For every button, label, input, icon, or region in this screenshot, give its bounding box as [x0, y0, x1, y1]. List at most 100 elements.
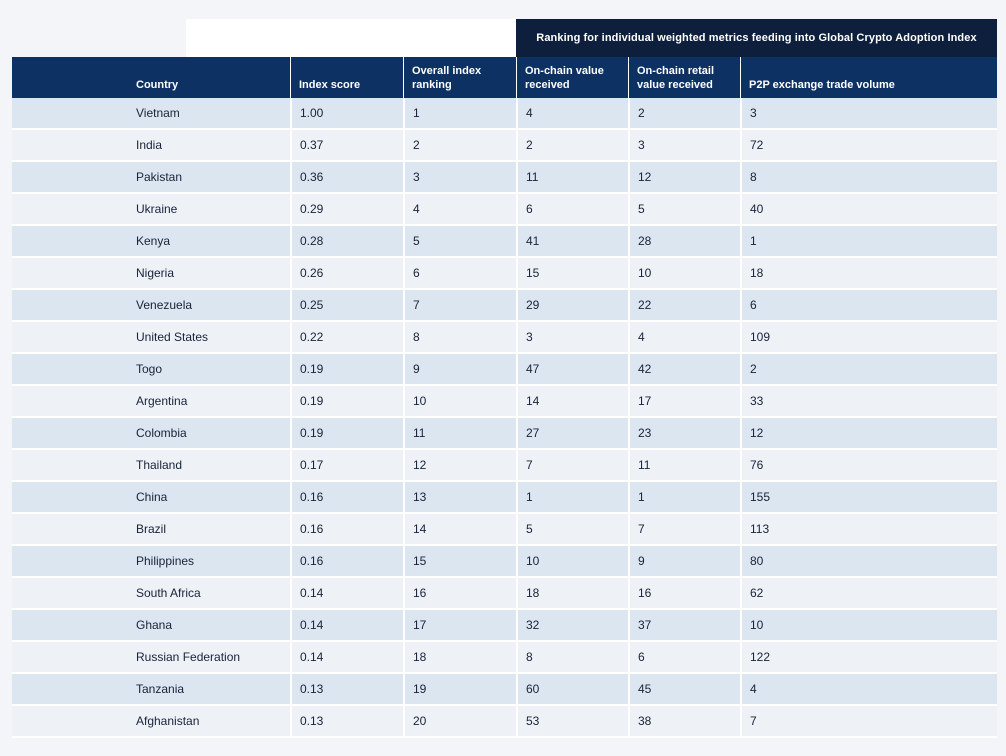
table-row: Thailand 0.17 12 7 11 76	[12, 450, 997, 482]
cell-overall-ranking: 8	[403, 322, 516, 354]
cell-index-score: 0.19	[290, 418, 403, 450]
cell-country: Philippines	[12, 546, 290, 578]
cell-country: Afghanistan	[12, 706, 290, 738]
cell-p2p-volume: 7	[740, 706, 997, 738]
cell-overall-ranking: 14	[403, 514, 516, 546]
cell-country: United States	[12, 322, 290, 354]
cell-index-score: 1.00	[290, 98, 403, 130]
cell-p2p-volume: 155	[740, 482, 997, 514]
cell-onchain-retail: 12	[628, 162, 740, 194]
cell-index-score: 0.28	[290, 226, 403, 258]
cell-onchain-value: 8	[516, 642, 628, 674]
table-row: Russian Federation 0.14 18 8 6 122	[12, 642, 997, 674]
cell-country: Ghana	[12, 610, 290, 642]
cell-index-score: 0.14	[290, 578, 403, 610]
cell-onchain-value: 29	[516, 290, 628, 322]
cell-overall-ranking: 16	[403, 578, 516, 610]
cell-overall-ranking: 15	[403, 546, 516, 578]
cell-onchain-value: 11	[516, 162, 628, 194]
cell-overall-ranking: 6	[403, 258, 516, 290]
cell-onchain-value: 6	[516, 194, 628, 226]
cell-country: Togo	[12, 354, 290, 386]
cell-index-score: 0.36	[290, 162, 403, 194]
cell-p2p-volume: 72	[740, 130, 997, 162]
cell-onchain-value: 18	[516, 578, 628, 610]
col-header-onchain-retail: On-chain retail value received	[628, 57, 740, 98]
cell-overall-ranking: 11	[403, 418, 516, 450]
cell-index-score: 0.13	[290, 706, 403, 738]
cell-p2p-volume: 113	[740, 514, 997, 546]
cell-country: Thailand	[12, 450, 290, 482]
cell-overall-ranking: 3	[403, 162, 516, 194]
table-row: Kenya 0.28 5 41 28 1	[12, 226, 997, 258]
cell-p2p-volume: 10	[740, 610, 997, 642]
cell-onchain-value: 60	[516, 674, 628, 706]
table-row: Togo 0.19 9 47 42 2	[12, 354, 997, 386]
cell-onchain-retail: 7	[628, 514, 740, 546]
cell-overall-ranking: 18	[403, 642, 516, 674]
cell-country: Brazil	[12, 514, 290, 546]
cell-onchain-retail: 2	[628, 98, 740, 130]
cell-onchain-value: 4	[516, 98, 628, 130]
cell-p2p-volume: 8	[740, 162, 997, 194]
table-row: Venezuela 0.25 7 29 22 6	[12, 290, 997, 322]
cell-overall-ranking: 1	[403, 98, 516, 130]
cell-index-score: 0.19	[290, 354, 403, 386]
cell-onchain-value: 15	[516, 258, 628, 290]
cell-index-score: 0.37	[290, 130, 403, 162]
cell-onchain-retail: 16	[628, 578, 740, 610]
metrics-group-header: Ranking for individual weighted metrics …	[516, 19, 997, 57]
col-header-onchain-value: On-chain value received	[516, 57, 628, 98]
cell-onchain-value: 14	[516, 386, 628, 418]
cell-overall-ranking: 9	[403, 354, 516, 386]
cell-overall-ranking: 20	[403, 706, 516, 738]
cell-onchain-value: 47	[516, 354, 628, 386]
cell-onchain-retail: 22	[628, 290, 740, 322]
cell-index-score: 0.16	[290, 482, 403, 514]
cell-onchain-value: 27	[516, 418, 628, 450]
table-row: Argentina 0.19 10 14 17 33	[12, 386, 997, 418]
cell-p2p-volume: 4	[740, 674, 997, 706]
cell-onchain-retail: 11	[628, 450, 740, 482]
table-row: United States 0.22 8 3 4 109	[12, 322, 997, 354]
cell-p2p-volume: 62	[740, 578, 997, 610]
col-header-index-score: Index score	[290, 57, 403, 98]
cell-index-score: 0.16	[290, 546, 403, 578]
cell-onchain-retail: 3	[628, 130, 740, 162]
cell-onchain-retail: 23	[628, 418, 740, 450]
cell-onchain-retail: 9	[628, 546, 740, 578]
cell-onchain-value: 2	[516, 130, 628, 162]
header-spacer	[186, 19, 516, 57]
cell-index-score: 0.17	[290, 450, 403, 482]
cell-country: Colombia	[12, 418, 290, 450]
cell-p2p-volume: 109	[740, 322, 997, 354]
table-row: Ukraine 0.29 4 6 5 40	[12, 194, 997, 226]
cell-p2p-volume: 76	[740, 450, 997, 482]
cell-country: Argentina	[12, 386, 290, 418]
cell-p2p-volume: 122	[740, 642, 997, 674]
cell-country: Vietnam	[12, 98, 290, 130]
cell-onchain-value: 5	[516, 514, 628, 546]
table-row: Brazil 0.16 14 5 7 113	[12, 514, 997, 546]
cell-country: India	[12, 130, 290, 162]
cell-country: Tanzania	[12, 674, 290, 706]
cell-onchain-retail: 5	[628, 194, 740, 226]
table-row: Vietnam 1.00 1 4 2 3	[12, 98, 997, 130]
cell-p2p-volume: 18	[740, 258, 997, 290]
table-row: India 0.37 2 2 3 72	[12, 130, 997, 162]
cell-overall-ranking: 5	[403, 226, 516, 258]
cell-onchain-value: 41	[516, 226, 628, 258]
table-row: Pakistan 0.36 3 11 12 8	[12, 162, 997, 194]
cell-overall-ranking: 13	[403, 482, 516, 514]
cell-p2p-volume: 2	[740, 354, 997, 386]
cell-p2p-volume: 80	[740, 546, 997, 578]
cell-p2p-volume: 1	[740, 226, 997, 258]
cell-index-score: 0.22	[290, 322, 403, 354]
table-row: Philippines 0.16 15 10 9 80	[12, 546, 997, 578]
cell-onchain-retail: 17	[628, 386, 740, 418]
cell-country: Nigeria	[12, 258, 290, 290]
cell-onchain-retail: 28	[628, 226, 740, 258]
cell-p2p-volume: 6	[740, 290, 997, 322]
cell-overall-ranking: 12	[403, 450, 516, 482]
cell-country: Venezuela	[12, 290, 290, 322]
